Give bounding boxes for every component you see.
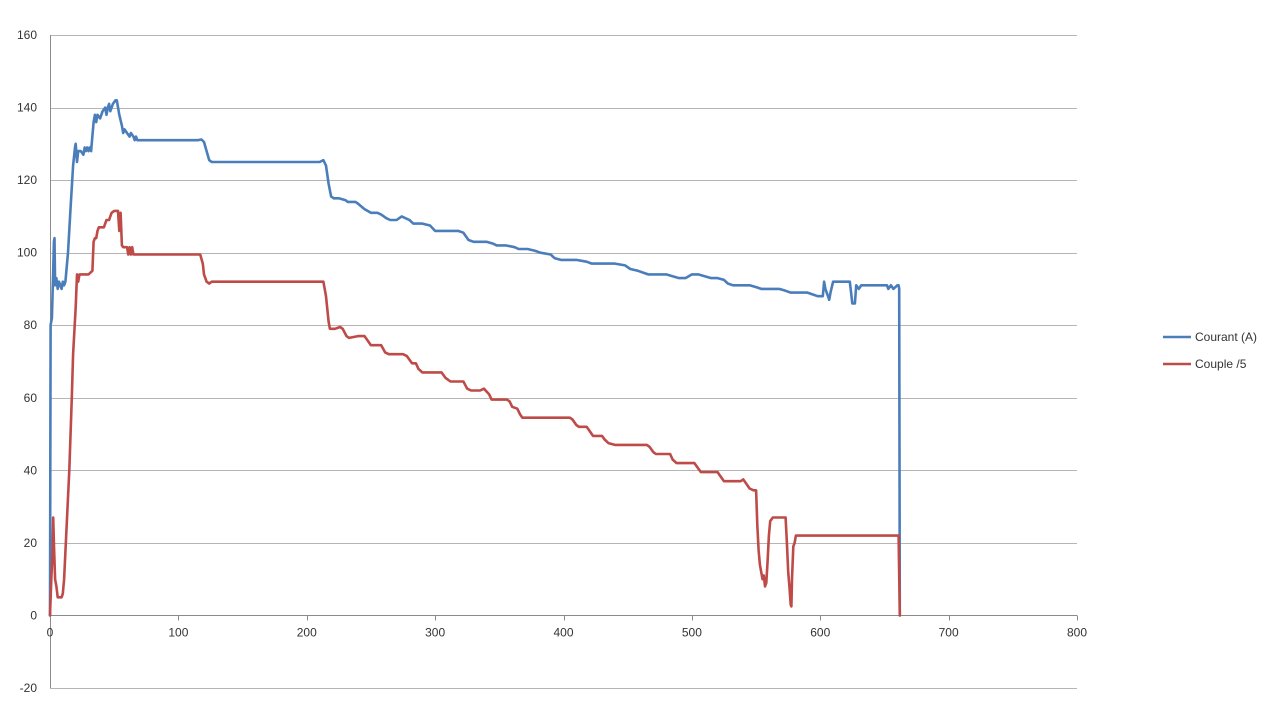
x-tick-label: 400 — [553, 626, 573, 640]
y-tick-label: 120 — [17, 173, 37, 187]
x-tick-label: 600 — [810, 626, 830, 640]
y-tick-label: 60 — [24, 391, 38, 405]
y-tick-label: 80 — [24, 318, 38, 332]
y-tick-label: 0 — [30, 608, 37, 622]
y-axis-tick-labels: -20 0 20 40 60 80 100 120 140 160 — [17, 28, 37, 695]
x-tick-label: 800 — [1067, 626, 1087, 640]
x-tick-label: 0 — [47, 626, 54, 640]
y-tick-label: 100 — [17, 246, 37, 260]
axes — [50, 35, 1078, 688]
y-tick-label: 160 — [17, 28, 37, 42]
x-tick-label: 700 — [939, 626, 959, 640]
y-tick-label: 20 — [24, 536, 38, 550]
legend: Courant (A) Couple /5 — [1163, 330, 1257, 371]
legend-label: Couple /5 — [1195, 357, 1247, 371]
y-tick-label: 40 — [24, 463, 38, 477]
y-tick-label: 140 — [17, 101, 37, 115]
x-tick-label: 200 — [297, 626, 317, 640]
x-tick-label: 300 — [425, 626, 445, 640]
gridlines — [50, 35, 1077, 689]
x-tick-label: 100 — [168, 626, 188, 640]
x-axis-tick-labels: 0 100 200 300 400 500 600 700 800 — [47, 626, 1088, 640]
data-series — [48, 99, 902, 617]
series-line-couple — [48, 209, 902, 617]
series-line-courant — [48, 99, 902, 617]
legend-label: Courant (A) — [1195, 330, 1257, 344]
y-tick-label: -20 — [20, 681, 38, 695]
x-tick-label: 500 — [682, 626, 702, 640]
